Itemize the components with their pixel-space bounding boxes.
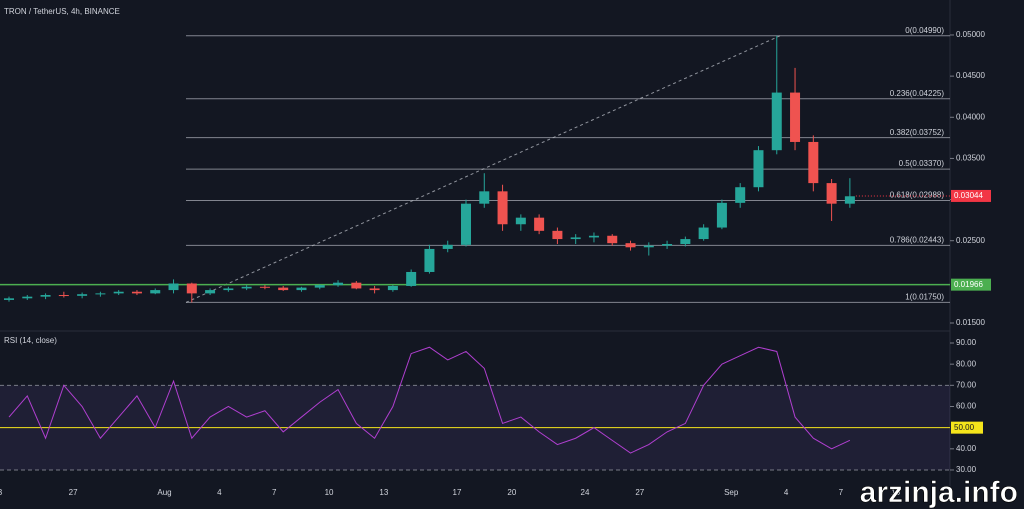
candle-body bbox=[625, 243, 636, 248]
candle-body bbox=[95, 293, 106, 295]
candle-body bbox=[131, 291, 142, 294]
candle-body bbox=[150, 290, 161, 294]
fib-label: 0.618(0.02988) bbox=[890, 191, 945, 200]
candle-body bbox=[680, 239, 691, 245]
chart-title: TRON / TetherUS, 4h, BINANCE bbox=[4, 7, 120, 16]
candle-body bbox=[753, 150, 764, 188]
y-tick-label: 0.03500 bbox=[956, 154, 985, 163]
candle-body bbox=[351, 282, 362, 289]
candle-body bbox=[735, 187, 746, 203]
x-tick-label: 10 bbox=[891, 488, 900, 497]
candle-body bbox=[223, 288, 234, 291]
candle-body bbox=[333, 282, 344, 286]
x-tick-label: Sep bbox=[724, 488, 739, 497]
candle-body bbox=[58, 295, 69, 297]
rsi-line bbox=[8, 346, 851, 454]
candle-body bbox=[296, 287, 307, 291]
hline-label-bg bbox=[951, 278, 991, 291]
candle-body bbox=[515, 217, 526, 225]
candle-body bbox=[552, 230, 563, 240]
y-tick-label: 0.04000 bbox=[956, 112, 985, 121]
candle-body bbox=[424, 248, 435, 272]
y-tick-label: 60.00 bbox=[956, 402, 977, 411]
hline-label: 0.01966 bbox=[954, 280, 983, 289]
candle-body bbox=[22, 296, 33, 299]
x-tick-label: 13 bbox=[379, 488, 388, 497]
fib-label: 0.382(0.03752) bbox=[890, 128, 945, 137]
x-tick-label: 10 bbox=[325, 488, 334, 497]
last-price-bg bbox=[951, 189, 991, 202]
y-tick-label: 40.00 bbox=[956, 444, 977, 453]
candle-body bbox=[716, 202, 727, 228]
fib-label: 1(0.01750) bbox=[905, 293, 944, 302]
fib-label: 0.236(0.04225) bbox=[890, 89, 945, 98]
x-tick-label: 27 bbox=[635, 488, 644, 497]
candle-body bbox=[698, 227, 709, 240]
candle-body bbox=[771, 92, 782, 151]
y-tick-label: 80.00 bbox=[956, 359, 977, 368]
candle-body bbox=[314, 285, 325, 288]
y-tick-label: 70.00 bbox=[956, 380, 977, 389]
candle-body bbox=[808, 141, 819, 184]
rsi-mid-label: 50.00 bbox=[954, 423, 975, 432]
fib-label: 0(0.04990) bbox=[905, 26, 944, 35]
candle-body bbox=[662, 244, 673, 246]
watermark: arzinja.info bbox=[860, 476, 1018, 509]
x-tick-label: 17 bbox=[453, 488, 462, 497]
candle-body bbox=[790, 92, 801, 142]
candle-body bbox=[186, 283, 197, 294]
candle-body bbox=[77, 294, 88, 296]
candle-body bbox=[168, 283, 179, 291]
candle-body bbox=[205, 290, 216, 294]
candle-body bbox=[442, 244, 453, 249]
x-tick-label: 7 bbox=[839, 488, 844, 497]
candle-body bbox=[643, 245, 654, 248]
candle-body bbox=[826, 183, 837, 204]
y-tick-label: 0.01500 bbox=[956, 318, 985, 327]
rsi-mid-label-bg bbox=[951, 421, 983, 434]
candle-body bbox=[4, 298, 14, 300]
y-tick-label: 30.00 bbox=[956, 465, 977, 474]
y-tick-label: 0.05000 bbox=[956, 30, 985, 39]
candle-body bbox=[570, 237, 581, 240]
fib-trend-line bbox=[185, 35, 781, 303]
fib-label: 0.786(0.02443) bbox=[890, 236, 945, 245]
x-tick-label: 24 bbox=[581, 488, 590, 497]
candle-body bbox=[113, 291, 124, 294]
candle-body bbox=[479, 191, 490, 204]
candle-body bbox=[278, 287, 289, 291]
last-price-label: 0.03044 bbox=[954, 191, 983, 200]
candle-body bbox=[607, 235, 618, 244]
y-tick-label: 0.02500 bbox=[956, 236, 985, 245]
candle-body bbox=[406, 271, 417, 286]
candle-body bbox=[497, 191, 508, 225]
x-tick-label: 27 bbox=[69, 488, 78, 497]
candle-body bbox=[588, 235, 599, 238]
fib-label: 0.5(0.03370) bbox=[899, 159, 945, 168]
x-tick-label: 4 bbox=[784, 488, 789, 497]
x-tick-label: Aug bbox=[157, 488, 171, 497]
x-tick-label: 4 bbox=[217, 488, 222, 497]
candle-body bbox=[534, 217, 545, 231]
y-tick-label: 90.00 bbox=[956, 338, 977, 347]
x-tick-label: 3 bbox=[0, 488, 3, 497]
candle-body bbox=[387, 285, 398, 291]
x-tick-label: 7 bbox=[272, 488, 277, 497]
candle-body bbox=[369, 288, 380, 291]
rsi-title: RSI (14, close) bbox=[4, 336, 57, 345]
x-tick-label: 20 bbox=[507, 488, 516, 497]
candle-body bbox=[259, 286, 270, 288]
candle-body bbox=[40, 295, 51, 297]
candle-body bbox=[844, 196, 855, 204]
candle-body bbox=[241, 286, 252, 289]
candle-body bbox=[461, 203, 471, 245]
y-tick-label: 0.04500 bbox=[956, 71, 985, 80]
